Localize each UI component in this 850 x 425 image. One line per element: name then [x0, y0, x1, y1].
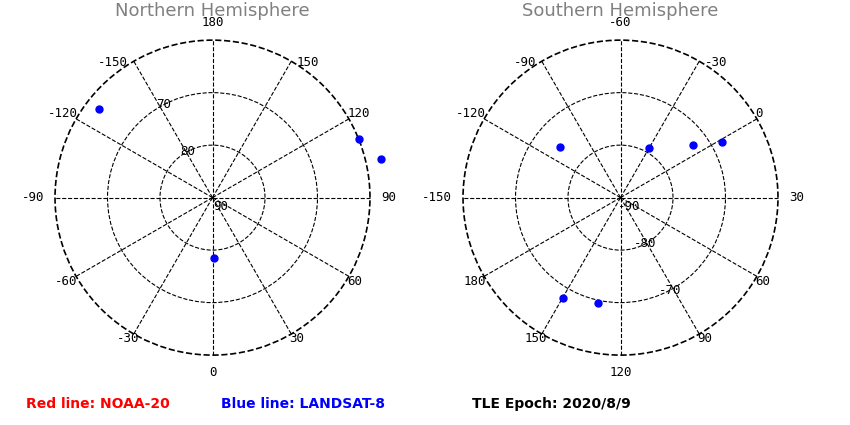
Text: -90: -90: [513, 57, 536, 69]
Text: 30: 30: [789, 191, 804, 204]
Text: 0: 0: [209, 366, 216, 379]
Text: -150: -150: [99, 57, 128, 69]
Text: 30: 30: [289, 332, 304, 345]
Text: -120: -120: [456, 107, 486, 120]
Circle shape: [55, 40, 370, 355]
Text: 0: 0: [755, 107, 762, 120]
Text: 90: 90: [381, 191, 396, 204]
Text: 90: 90: [213, 200, 229, 213]
Text: -90: -90: [618, 200, 640, 213]
Text: 90: 90: [697, 332, 712, 345]
Text: 120: 120: [609, 366, 632, 379]
Text: 60: 60: [347, 275, 362, 289]
Title: Southern Hemisphere: Southern Hemisphere: [522, 2, 719, 20]
Text: 70: 70: [156, 99, 171, 111]
Circle shape: [463, 40, 778, 355]
Title: Northern Hemisphere: Northern Hemisphere: [116, 2, 309, 20]
Text: -120: -120: [48, 107, 78, 120]
Text: Blue line: LANDSAT-8: Blue line: LANDSAT-8: [221, 397, 385, 411]
Text: -90: -90: [21, 191, 44, 204]
Text: TLE Epoch: 2020/8/9: TLE Epoch: 2020/8/9: [472, 397, 631, 411]
Text: 180: 180: [463, 275, 486, 289]
Text: 180: 180: [201, 16, 224, 29]
Text: -70: -70: [659, 284, 681, 297]
Text: -150: -150: [422, 191, 452, 204]
Text: 150: 150: [297, 57, 320, 69]
Text: Red line: NOAA-20: Red line: NOAA-20: [26, 397, 169, 411]
Text: 150: 150: [525, 332, 547, 345]
Text: -30: -30: [705, 57, 728, 69]
Text: -60: -60: [55, 275, 78, 289]
Text: -80: -80: [634, 238, 656, 250]
Text: -60: -60: [609, 16, 632, 29]
Text: 80: 80: [180, 145, 196, 158]
Text: 120: 120: [347, 107, 370, 120]
Text: -30: -30: [117, 332, 139, 345]
Text: 60: 60: [755, 275, 770, 289]
